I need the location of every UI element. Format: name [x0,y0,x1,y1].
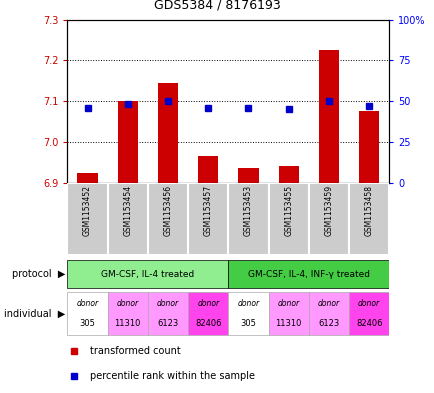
Text: GSM1153457: GSM1153457 [203,185,212,236]
Text: GSM1153453: GSM1153453 [243,185,253,236]
Text: 6123: 6123 [318,319,339,328]
Text: percentile rank within the sample: percentile rank within the sample [90,371,254,381]
Text: donor: donor [157,299,179,308]
Bar [348,292,388,335]
Bar [198,156,218,183]
Text: 11310: 11310 [275,319,301,328]
Text: GSM1153455: GSM1153455 [283,185,293,236]
Bar [67,260,228,288]
Text: donor: donor [317,299,339,308]
Text: individual  ▶: individual ▶ [4,309,65,318]
Text: 82406: 82406 [355,319,381,328]
Text: 305: 305 [79,319,95,328]
Bar [67,292,108,335]
Text: donor: donor [197,299,219,308]
Text: donor: donor [116,299,138,308]
Bar [77,173,97,183]
Text: 6123: 6123 [157,319,178,328]
Text: GSM1153452: GSM1153452 [83,185,92,236]
Text: GM-CSF, IL-4 treated: GM-CSF, IL-4 treated [101,270,194,279]
Bar [158,83,178,183]
Bar [308,183,349,255]
Text: GSM1153454: GSM1153454 [123,185,132,236]
Text: 11310: 11310 [114,319,141,328]
Bar [268,183,308,255]
Bar [108,183,148,255]
Bar [108,292,148,335]
Bar [188,183,228,255]
Bar [228,183,268,255]
Bar [318,50,338,183]
Text: GSM1153456: GSM1153456 [163,185,172,236]
Bar [148,292,187,335]
Bar [148,183,187,255]
Bar [228,260,388,288]
Text: 82406: 82406 [194,319,221,328]
Bar [67,183,108,255]
Text: protocol  ▶: protocol ▶ [12,269,65,279]
Bar [308,292,349,335]
Bar [358,111,378,183]
Bar [188,292,228,335]
Text: GSM1153459: GSM1153459 [324,185,333,236]
Bar [278,166,298,183]
Text: donor: donor [237,299,259,308]
Text: donor: donor [277,299,299,308]
Text: 305: 305 [240,319,256,328]
Text: donor: donor [357,299,379,308]
Text: transformed count: transformed count [90,346,180,356]
Text: GM-CSF, IL-4, INF-γ treated: GM-CSF, IL-4, INF-γ treated [247,270,369,279]
Bar [118,101,138,183]
Bar [268,292,308,335]
Text: GDS5384 / 8176193: GDS5384 / 8176193 [154,0,280,12]
Bar [348,183,388,255]
Bar [238,169,258,183]
Text: GSM1153458: GSM1153458 [364,185,373,236]
Bar [228,292,268,335]
Text: donor: donor [76,299,99,308]
